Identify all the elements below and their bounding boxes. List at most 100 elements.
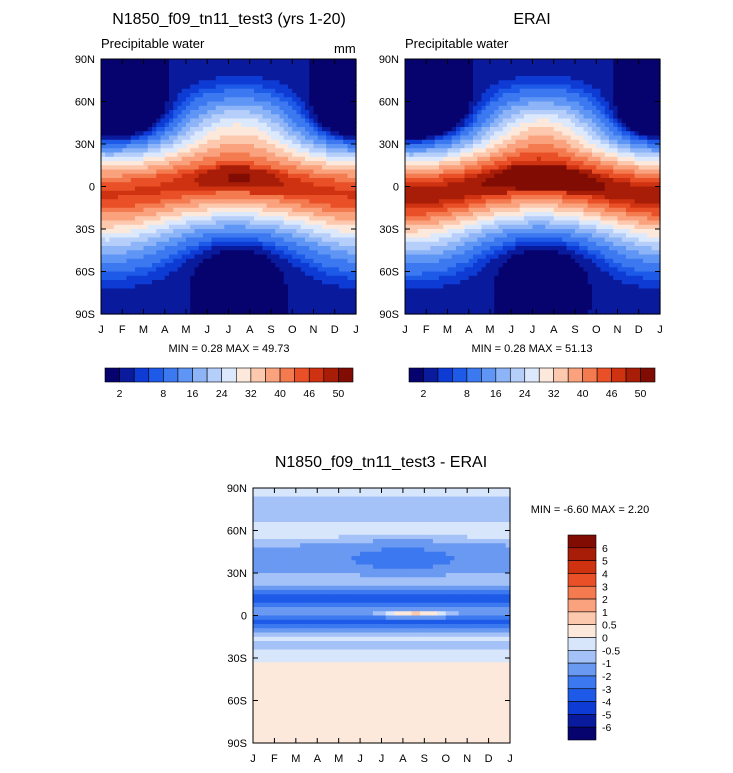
observed-cell <box>477 148 482 153</box>
observed-cell <box>422 182 427 187</box>
observed-cell <box>482 157 487 162</box>
model-cell <box>152 136 157 141</box>
observed-cell <box>405 272 410 277</box>
model-cell <box>212 63 217 68</box>
observed-cell <box>439 250 444 255</box>
model-cell <box>339 144 344 149</box>
model-cell <box>144 85 149 90</box>
observed-cell <box>465 276 470 281</box>
model-cell <box>139 119 144 124</box>
model-cell <box>250 106 255 111</box>
model-cell <box>326 272 331 277</box>
model-cell <box>301 267 306 272</box>
model-cell <box>314 280 319 285</box>
model-cell <box>318 161 323 166</box>
model-cell <box>186 123 191 128</box>
observed-cell <box>486 157 491 162</box>
model-cell <box>199 276 204 281</box>
model-cell <box>241 123 246 128</box>
model-cell <box>178 199 183 204</box>
observed-cell <box>486 212 491 217</box>
model-cell <box>207 250 212 255</box>
observed-cell <box>490 102 495 107</box>
model-cell <box>326 297 331 302</box>
observed-cell <box>439 148 444 153</box>
model-cell <box>318 119 323 124</box>
model-cell <box>144 250 149 255</box>
model-cell <box>322 157 327 162</box>
model-cell <box>275 221 280 226</box>
model-cell <box>322 140 327 145</box>
model-cell <box>267 263 272 268</box>
observed-cell <box>431 276 436 281</box>
model-cell <box>297 153 302 158</box>
observed-cell <box>414 93 419 98</box>
model-cell <box>288 102 293 107</box>
observed-cell <box>465 93 470 98</box>
model-cell <box>212 195 217 200</box>
model-cell <box>118 131 123 136</box>
observed-cell <box>422 187 427 192</box>
observed-cell <box>490 182 495 187</box>
model-cell <box>301 246 306 251</box>
observed-cell <box>494 63 499 68</box>
observed-cell <box>422 153 427 158</box>
model-colorbar-label: 2 <box>117 388 123 400</box>
model-cell <box>203 272 208 277</box>
observed-cell <box>456 229 461 234</box>
model-cell <box>250 89 255 94</box>
model-cell <box>335 102 340 107</box>
observed-cell <box>486 297 491 302</box>
model-cell <box>152 140 157 145</box>
model-cell <box>263 297 268 302</box>
model-cell <box>165 68 170 73</box>
observed-cell <box>486 170 491 175</box>
model-cell <box>105 187 110 192</box>
observed-cell <box>477 229 482 234</box>
model-cell <box>305 170 310 175</box>
model-cell <box>203 93 208 98</box>
model-cell <box>216 140 221 145</box>
model-cell <box>326 187 331 192</box>
observed-cell <box>439 127 444 132</box>
model-cell <box>237 289 242 294</box>
model-cell <box>301 208 306 213</box>
model-cell <box>212 97 217 102</box>
model-cell <box>241 259 246 264</box>
observed-cell <box>460 289 465 294</box>
observed-cell <box>456 225 461 230</box>
model-cell <box>224 85 229 90</box>
observed-cell <box>435 76 440 81</box>
model-cell <box>105 165 110 170</box>
model-cell <box>105 216 110 221</box>
model-cell <box>339 208 344 213</box>
model-cell <box>237 191 242 196</box>
observed-cell <box>409 76 414 81</box>
model-cell <box>139 93 144 98</box>
model-cell <box>144 174 149 179</box>
model-cell <box>271 85 276 90</box>
model-cell <box>203 136 208 141</box>
model-cell <box>292 284 297 289</box>
observed-cell <box>422 119 427 124</box>
model-cell <box>101 165 106 170</box>
model-cell <box>280 301 285 306</box>
model-cell <box>254 170 259 175</box>
observed-cell <box>465 221 470 226</box>
model-cell <box>114 93 119 98</box>
observed-cell <box>414 272 419 277</box>
model-cell <box>318 208 323 213</box>
model-cell <box>309 238 314 243</box>
model-cell <box>135 153 140 158</box>
model-cell <box>263 263 268 268</box>
model-cell <box>173 161 178 166</box>
model-cell <box>110 119 115 124</box>
model-cell <box>237 140 242 145</box>
model-cell <box>254 276 259 281</box>
model-cell <box>297 187 302 192</box>
observed-cell <box>431 93 436 98</box>
model-cell <box>139 182 144 187</box>
model-cell <box>165 284 170 289</box>
model-cell <box>326 204 331 209</box>
model-cell <box>297 76 302 81</box>
